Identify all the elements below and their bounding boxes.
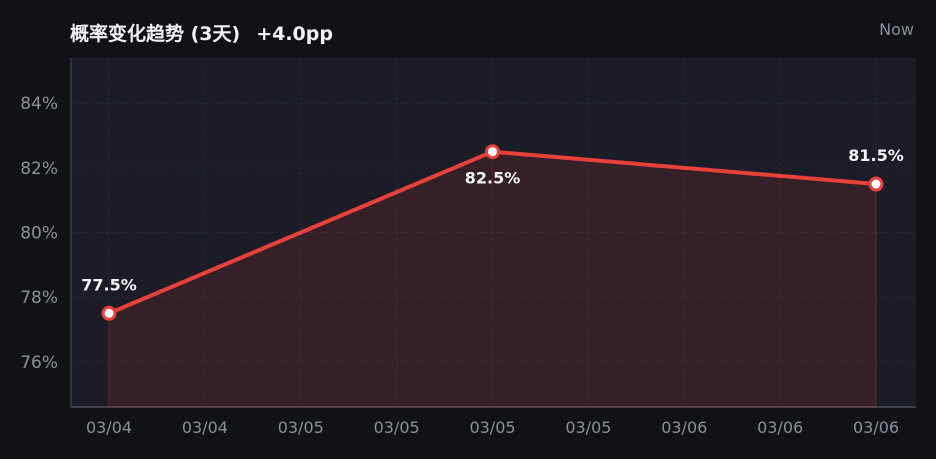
data-label: 82.5% — [465, 169, 521, 188]
x-tick-label: 03/04 — [86, 418, 132, 437]
change-delta: +4.0pp — [256, 23, 333, 45]
y-tick-label: 76% — [20, 353, 58, 373]
grid-lines — [71, 58, 916, 407]
data-label: 81.5% — [848, 146, 904, 165]
y-tick-label: 84% — [20, 94, 58, 114]
data-point — [485, 144, 500, 160]
x-tick-label: 03/06 — [853, 418, 899, 437]
data-label: 77.5% — [81, 275, 137, 294]
y-tick-label: 80% — [20, 224, 58, 244]
data-points — [101, 144, 884, 321]
x-tick-label: 03/05 — [278, 418, 324, 437]
title-text: 概率变化趋势 (3天) — [70, 23, 241, 45]
x-tick-label: 03/06 — [661, 418, 707, 437]
x-axis-ticks: 03/04 03/04 03/05 03/05 03/05 03/05 03/06 03/06… — [86, 418, 899, 437]
x-tick-label: 03/06 — [757, 418, 803, 437]
axes — [70, 58, 916, 408]
now-label: Now — [879, 20, 914, 39]
data-labels: 77.5% 82.5% 81.5% — [81, 146, 904, 294]
x-tick-label: 03/05 — [469, 418, 515, 437]
x-tick-label: 03/05 — [374, 418, 420, 437]
x-tick-label: 03/04 — [182, 418, 228, 437]
data-point — [868, 176, 884, 192]
y-tick-label: 82% — [20, 159, 58, 179]
y-tick-label: 78% — [20, 288, 58, 308]
x-tick-label: 03/05 — [565, 418, 611, 437]
data-point — [101, 305, 117, 321]
chart-title: 概率变化趋势 (3天) +4.0pp — [70, 19, 333, 46]
y-axis-ticks: 76% 78% 80% 82% 84% — [20, 94, 58, 373]
